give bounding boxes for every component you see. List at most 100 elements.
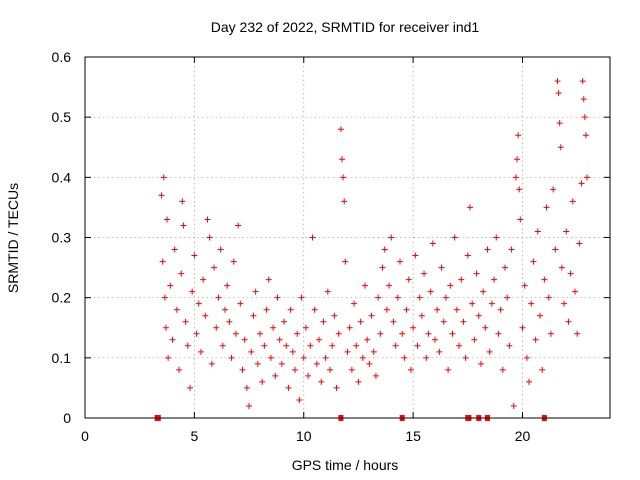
data-point [410, 324, 417, 331]
data-point [493, 234, 500, 241]
data-point [320, 318, 327, 325]
data-point [502, 264, 508, 271]
data-point [180, 222, 187, 229]
data-point [215, 294, 222, 301]
data-point [300, 354, 307, 361]
data-point [162, 324, 169, 331]
data-point [506, 342, 513, 349]
data-point [278, 360, 285, 367]
data-point [357, 318, 364, 325]
data-point [381, 246, 388, 253]
y-tick-label: 0.4 [52, 169, 72, 185]
data-point [379, 264, 386, 271]
data-point [318, 378, 325, 385]
data-point [259, 378, 266, 385]
data-point [191, 252, 198, 259]
data-point [348, 366, 355, 373]
data-point [197, 348, 204, 355]
data-point [193, 330, 200, 337]
data-point [563, 228, 570, 235]
data-point [416, 294, 423, 301]
data-point [554, 78, 561, 85]
data-point [383, 306, 390, 313]
data-point [453, 306, 460, 313]
data-point [556, 120, 563, 127]
data-point [340, 174, 347, 181]
data-point [302, 324, 309, 331]
data-point [339, 156, 346, 163]
data-point [272, 372, 279, 379]
data-point [394, 294, 401, 301]
data-point [342, 258, 349, 265]
data-point [184, 342, 191, 349]
data-point [281, 318, 288, 325]
data-point [164, 216, 171, 223]
data-point [412, 252, 419, 259]
data-point [165, 354, 172, 361]
data-point [226, 318, 233, 325]
y-tick-label: 0.2 [52, 290, 72, 306]
data-point [267, 354, 274, 361]
data-point [208, 360, 215, 367]
chart-title: Day 232 of 2022, SRMTID for receiver ind… [211, 19, 480, 35]
data-point [230, 258, 237, 265]
data-point [195, 300, 202, 307]
data-point [248, 348, 255, 355]
data-point [355, 378, 362, 385]
data-point [539, 366, 546, 373]
data-point [464, 252, 471, 259]
data-point [298, 294, 305, 301]
data-point [219, 342, 226, 349]
data-point [572, 288, 578, 295]
data-point [313, 360, 320, 367]
data-point [473, 270, 480, 277]
data-point [486, 348, 493, 355]
data-point [516, 186, 523, 193]
data-point [447, 282, 454, 289]
data-point [397, 258, 403, 265]
data-point [305, 372, 312, 379]
x-tick-label: 0 [81, 428, 89, 444]
data-point [370, 348, 377, 355]
data-point [405, 276, 412, 283]
data-point [579, 78, 586, 85]
data-point [528, 300, 535, 307]
data-point [228, 354, 235, 361]
data-point [364, 336, 371, 343]
data-point [213, 324, 220, 331]
data-point [309, 234, 316, 241]
x-tick-label: 5 [190, 428, 198, 444]
data-point [541, 276, 548, 283]
data-point [427, 288, 434, 295]
x-tick-label: 10 [296, 428, 312, 444]
data-point [495, 330, 502, 337]
data-point [543, 204, 550, 211]
data-point [534, 228, 541, 235]
data-point [537, 312, 543, 319]
data-point [401, 354, 408, 361]
data-point [257, 330, 263, 337]
data-point [458, 276, 465, 283]
data-point [462, 354, 469, 361]
data-point [331, 312, 338, 319]
data-point [521, 282, 528, 289]
data-point [526, 378, 533, 385]
data-point [241, 336, 248, 343]
data-point [252, 288, 259, 295]
data-point [574, 330, 581, 337]
axis-ticks [84, 56, 610, 419]
data-point [329, 342, 336, 349]
y-tick-label: 0.6 [52, 49, 72, 65]
data-point [530, 258, 537, 265]
data-point [565, 318, 572, 325]
data-point [176, 366, 183, 373]
data-point [178, 270, 185, 277]
x-tick-label: 20 [515, 428, 531, 444]
data-point [418, 312, 425, 319]
data-point [567, 270, 574, 277]
data-point [285, 384, 292, 391]
grid-layer [85, 57, 610, 418]
data-point [414, 342, 421, 349]
data-point [580, 96, 587, 103]
data-point [423, 354, 430, 361]
